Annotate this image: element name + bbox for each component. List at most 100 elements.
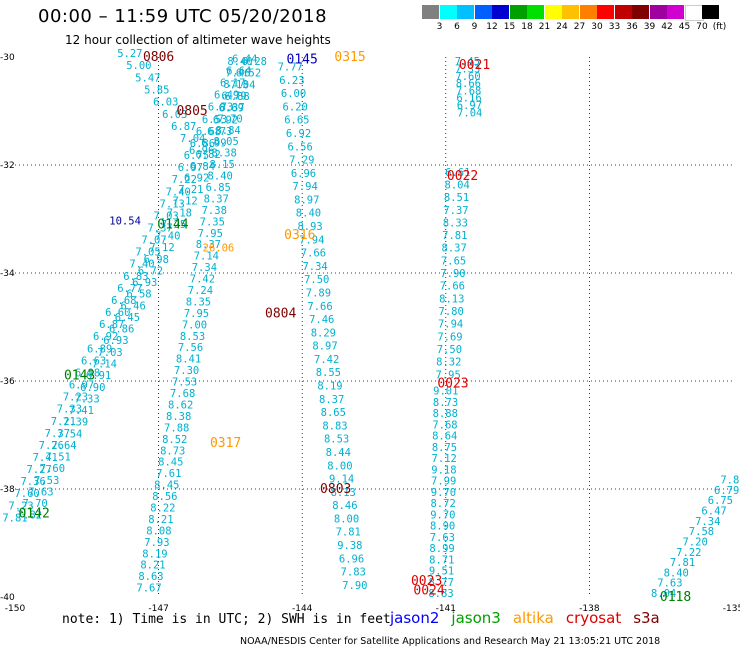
pass-time-label: 0806 [143, 50, 174, 65]
wave-height-value: 6.96 [189, 145, 214, 157]
track: 6.446.646.176.496.736.536.686.866.756.97… [2, 53, 257, 524]
wave-height-value: 7.22 [676, 547, 701, 559]
wave-height-value: 7.69 [437, 331, 462, 343]
wave-height-value: 8.13 [439, 293, 464, 305]
x-tick-label: -138 [579, 604, 600, 614]
wave-height-value: 7.81 [442, 230, 467, 242]
wave-height-value: 8.04 [651, 588, 676, 600]
wave-height-value: 7.70 [217, 113, 242, 125]
wave-height-value: 7.07 [141, 235, 166, 247]
wave-height-value: 6.88 [75, 367, 100, 379]
wave-height-value: 7.42 [314, 354, 339, 366]
wave-height-value: 7.25 [161, 219, 186, 231]
wave-height-value: 6.87 [99, 319, 124, 331]
wave-height-value: 7.60 [40, 463, 65, 475]
wave-height-value: 6.98 [144, 254, 169, 266]
colorbar-swatch [439, 5, 457, 19]
wave-height-value: 8.37 [196, 239, 221, 251]
wave-height-value: 8.55 [316, 367, 341, 379]
wave-height-value: 8.37 [219, 102, 244, 114]
wave-height-value: 7.88 [164, 422, 189, 434]
wave-height-value: 8.32 [436, 357, 461, 369]
wave-height-value: 7.14 [194, 251, 219, 263]
wave-height-value: 6.73 [208, 102, 233, 114]
wave-height-value: 7.21 [178, 184, 203, 196]
wave-height-value: 7.80 [720, 475, 740, 487]
wave-height-value: 7.05 [135, 247, 160, 259]
wave-height-value: 5.27 [117, 48, 142, 60]
wave-height-value: 6.93 [103, 335, 128, 347]
colorbar-tick-label: 24 [556, 22, 568, 32]
wave-height-value: 7.37 [443, 205, 468, 217]
wave-height-value: 9.14 [329, 474, 354, 486]
wave-height-value: 7.37 [147, 223, 172, 235]
footer-credit: NOAA/NESDIS Center for Satellite Applica… [240, 636, 661, 647]
wave-height-value: 6.97 [457, 100, 482, 112]
wave-height-value: 6.93 [132, 277, 157, 289]
wave-height-value: 7.12 [172, 196, 197, 208]
wave-height-value: 6.64 [226, 65, 251, 77]
wave-height-value: 7.61 [156, 468, 181, 480]
wave-height-value: 8.64 [432, 431, 457, 443]
wave-height-value: 7.94 [299, 234, 324, 246]
wave-height-value: 7.29 [289, 155, 314, 167]
wave-height-value: 8.19 [317, 381, 342, 393]
colorbar-swatch [614, 5, 632, 19]
wave-height-value: 7.66 [440, 281, 465, 293]
wave-height-value: 9.70 [431, 487, 456, 499]
colorbar-tick-label: 9 [471, 22, 478, 32]
pass-time-label: 0143 [64, 369, 95, 384]
wave-height-value: 7.63 [430, 532, 455, 544]
wave-height-value: 6.58 [126, 289, 151, 301]
wave-height-value: 7.26 [39, 440, 64, 452]
wave-height-value: 6.90 [80, 382, 105, 394]
track: 9.018.738.887.688.648.757.129.187.999.70… [428, 386, 458, 601]
wave-height-value: 8.51 [444, 192, 469, 204]
wave-height-value: 7.34 [695, 516, 720, 528]
wave-height-value: 8.37 [319, 394, 344, 406]
satellite-tracks: 7.457.337.608.667.686.166.977.046.618.04… [2, 48, 740, 600]
wave-height-value: 6.45 [115, 312, 140, 324]
wave-height-value: 5.47 [135, 72, 160, 84]
wave-height-value: 7.46 [309, 314, 334, 326]
legend-item: s3a [633, 609, 660, 627]
wave-height-value: 7.94 [438, 319, 463, 331]
wave-height-value: 6.87 [171, 121, 196, 133]
wave-height-value: 6.03 [153, 97, 178, 109]
wave-height-value: 8.75 [432, 442, 457, 454]
wave-height-value: 7.80 [439, 306, 464, 318]
wave-height-value: 6.92 [213, 114, 238, 126]
wave-height-value: 8.73 [433, 397, 458, 409]
wave-height-value: 8.45 [154, 480, 179, 492]
wave-height-value: 7.22 [172, 174, 197, 186]
colorbar-tick-label: 39 [643, 22, 656, 32]
wave-height-value: 7.39 [63, 417, 88, 429]
wave-height-value: 8.38 [212, 148, 237, 160]
wave-height-value: 9.70 [430, 509, 455, 521]
wave-height-value: 7.81 [670, 557, 695, 569]
wave-height-value: 8.97 [294, 194, 319, 206]
wave-height-value: 6.97 [69, 380, 94, 392]
wave-height-value: 7.14 [92, 359, 117, 371]
wave-height-value: 7.99 [431, 476, 456, 488]
wave-height-value: 7.04 [180, 133, 205, 145]
map-subtitle: 12 hour collection of altimeter wave hei… [65, 33, 331, 47]
wave-height-value: 8.08 [146, 525, 171, 537]
wave-height-value: 7.81 [336, 527, 361, 539]
wave-height-value: 6.75 [184, 150, 209, 162]
wave-height-value: 6.85 [206, 182, 231, 194]
wave-height-value: 9.38 [337, 540, 362, 552]
wave-height-value: 8.29 [311, 327, 336, 339]
wave-height-value: 8.46 [332, 500, 357, 512]
wave-height-value: 7.63 [657, 578, 682, 590]
wave-height-value: 6.79 [221, 90, 246, 102]
wave-height-value: 7.33 [455, 63, 480, 75]
colorbar-swatch [632, 5, 649, 19]
wave-height-value: 7.23 [63, 392, 88, 404]
y-tick-label: -36 [0, 377, 15, 387]
wave-height-value: 7.63 [28, 486, 53, 498]
wave-height-value: 8.00 [327, 460, 352, 472]
wave-height-value: 6.75 [708, 495, 733, 507]
note-text: note: 1) Time is in UTC; 2) SWH is in fe… [62, 612, 391, 627]
wave-height-value: 7.81 [2, 512, 27, 524]
